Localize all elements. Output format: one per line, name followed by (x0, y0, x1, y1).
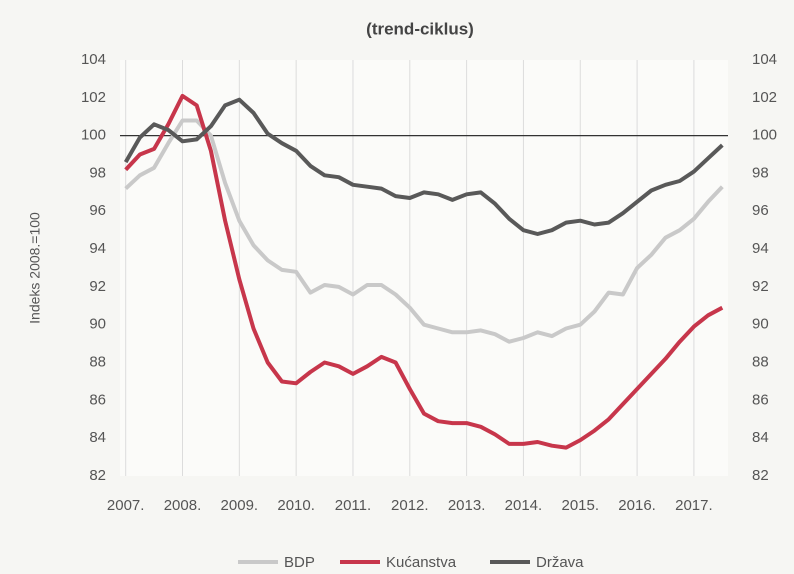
x-tick-label: 2012. (391, 497, 429, 514)
x-tick-label: 2016. (618, 497, 656, 514)
y2-tick-label: 98 (752, 164, 769, 181)
series-line (123, 97, 724, 236)
x-tick-label: 2007. (107, 497, 145, 514)
y-tick-label: 98 (89, 164, 106, 181)
y2-tick-label: 86 (752, 391, 769, 408)
plot-area (120, 60, 728, 476)
y-tick-label: 88 (89, 354, 106, 371)
series-line (124, 118, 724, 344)
y-tick-label: 94 (89, 240, 106, 257)
y-tick-label: 90 (89, 316, 106, 333)
y2-tick-label: 82 (752, 467, 769, 484)
y-tick-label: 100 (81, 127, 106, 144)
legend-label: BDP (284, 554, 315, 571)
chart-title: (trend-ciklus) (366, 19, 474, 38)
legend-label: Država (536, 554, 584, 571)
y2-tick-label: 100 (752, 127, 777, 144)
y-tick-label: 86 (89, 391, 106, 408)
y2-tick-label: 92 (752, 278, 769, 295)
series-line (124, 93, 724, 450)
y-tick-label: 102 (81, 89, 106, 106)
y2-tick-label: 104 (752, 51, 777, 68)
x-tick-label: 2015. (561, 497, 599, 514)
y2-tick-label: 96 (752, 202, 769, 219)
x-tick-label: 2011. (335, 497, 371, 514)
legend-label: Kućanstva (386, 554, 457, 571)
y-tick-label: 96 (89, 202, 106, 219)
y2-tick-label: 94 (752, 240, 769, 257)
x-tick-label: 2013. (448, 497, 486, 514)
y-axis-label: Indeks 2008.=100 (27, 212, 43, 324)
x-tick-label: 2010. (277, 497, 315, 514)
y-tick-label: 92 (89, 278, 106, 295)
x-tick-label: 2008. (164, 497, 202, 514)
y2-tick-label: 88 (752, 354, 769, 371)
x-tick-label: 2009. (221, 497, 259, 514)
y-tick-label: 84 (89, 429, 106, 446)
x-tick-label: 2017. (675, 497, 713, 514)
y-tick-label: 82 (89, 467, 106, 484)
y2-tick-label: 102 (752, 89, 777, 106)
y-tick-label: 104 (81, 51, 106, 68)
x-tick-label: 2014. (505, 497, 543, 514)
y2-tick-label: 90 (752, 316, 769, 333)
y2-tick-label: 84 (752, 429, 769, 446)
